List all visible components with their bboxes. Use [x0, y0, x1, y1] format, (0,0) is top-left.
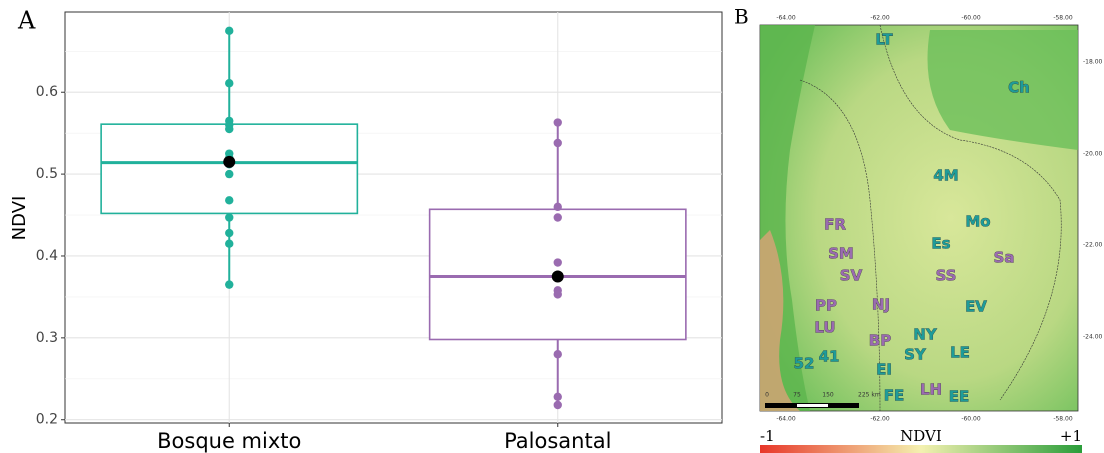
site-label: LH [920, 381, 942, 399]
point [553, 392, 562, 402]
x-tick-label: Bosque mixto [157, 429, 301, 453]
point [553, 350, 562, 359]
point [225, 79, 234, 88]
point [553, 138, 562, 148]
site-label: PP [815, 297, 837, 315]
point [553, 290, 562, 299]
point [553, 202, 562, 212]
site-label: LU [814, 319, 835, 337]
site-label: Sa [994, 249, 1015, 267]
point [225, 280, 234, 289]
site-label: SM [828, 245, 854, 263]
site-label: NJ [872, 296, 890, 314]
mean [551, 270, 564, 283]
point [225, 228, 234, 238]
lat-tick-label: -20.00 [1083, 151, 1103, 158]
panel-label: A [17, 7, 36, 35]
site-label: NY [913, 326, 938, 344]
point [225, 169, 234, 179]
point [225, 196, 234, 205]
y-tick-label: 0.5 [36, 166, 58, 182]
lat-tick-label: -24.00 [1083, 334, 1103, 341]
legend-title: NDVI [900, 427, 942, 445]
lon-tick-label: -58.00 [1053, 15, 1073, 22]
border [799, 24, 1062, 412]
scale-label: 225 km [858, 392, 881, 399]
panel-label: B [734, 5, 749, 29]
point [553, 258, 562, 267]
site-label: FE [884, 387, 905, 405]
legend-bar [760, 445, 1082, 453]
site-label: EV [965, 298, 987, 316]
site-label: Mo [965, 213, 990, 231]
lon-tick-label: -60.00 [961, 416, 981, 423]
lon-tick-label: -58.00 [1053, 416, 1073, 423]
scale-label: 150 [822, 392, 834, 399]
y-tick-label: 0.3 [36, 330, 58, 346]
site-label: SS [936, 267, 957, 285]
point [553, 213, 562, 222]
site-label: EI [876, 361, 892, 379]
site-label: Ch [1008, 79, 1030, 97]
site-label: 52 [794, 355, 815, 373]
scale-label: 0 [765, 392, 769, 399]
map [759, 24, 1082, 453]
map-region [760, 230, 800, 411]
site-label: SY [904, 346, 927, 364]
site-label: BP [869, 332, 891, 350]
point [225, 213, 234, 222]
scale-label: 75 [793, 392, 801, 399]
lat-tick-label: -18.00 [1083, 59, 1103, 66]
y-tick-label: 0.4 [36, 248, 58, 264]
lon-tick-label: -60.00 [961, 15, 981, 22]
site-label: EE [949, 388, 970, 406]
point [553, 400, 562, 410]
y-tick-label: 0.2 [36, 412, 58, 428]
site-label: LE [950, 344, 970, 362]
map-region [927, 30, 1078, 150]
legend-min: -1 [760, 427, 775, 445]
scale-bar [797, 404, 828, 407]
lon-tick-label: -62.00 [870, 15, 890, 22]
point [553, 118, 562, 127]
point [225, 26, 234, 36]
point [225, 239, 234, 248]
y-axis-label: NDVI [9, 196, 30, 241]
mean [223, 155, 236, 168]
site-label: SV [840, 267, 863, 285]
lon-tick-label: -62.00 [870, 416, 890, 423]
legend-max: +1 [1060, 427, 1082, 445]
site-label: FR [824, 216, 846, 234]
point [225, 124, 234, 134]
y-tick-label: 0.6 [36, 84, 58, 100]
site-label: Es [931, 235, 950, 253]
site-label: LT [875, 31, 893, 49]
lon-tick-label: -64.00 [776, 416, 796, 423]
site-label: 4M [933, 167, 958, 185]
site-label: 41 [819, 348, 840, 366]
lat-tick-label: -22.00 [1083, 242, 1103, 249]
lon-tick-label: -64.00 [776, 15, 796, 22]
x-tick-label: Palosantal [504, 429, 611, 453]
